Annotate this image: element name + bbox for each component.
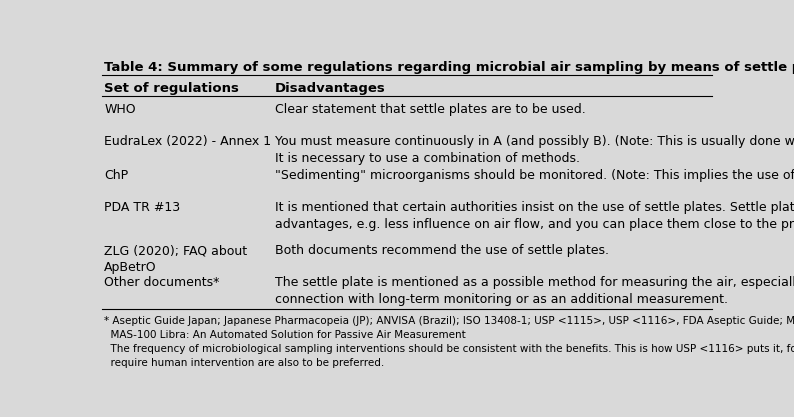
Text: Table 4: Summary of some regulations regarding microbial air sampling by means o: Table 4: Summary of some regulations reg… xyxy=(104,61,794,74)
Text: WHO: WHO xyxy=(104,103,136,116)
Text: "Sedimenting" microorganisms should be monitored. (Note: This implies the use of: "Sedimenting" microorganisms should be m… xyxy=(275,169,794,182)
Text: ZLG (2020); FAQ about
ApBetrO: ZLG (2020); FAQ about ApBetrO xyxy=(104,244,247,274)
Text: PDA TR #13: PDA TR #13 xyxy=(104,201,180,214)
Text: require human intervention are also to be preferred.: require human intervention are also to b… xyxy=(104,358,384,368)
Text: EudraLex (2022) - Annex 1: EudraLex (2022) - Annex 1 xyxy=(104,135,272,148)
Text: Clear statement that settle plates are to be used.: Clear statement that settle plates are t… xyxy=(275,103,585,116)
Text: Other documents*: Other documents* xyxy=(104,276,220,289)
Text: You must measure continuously in A (and possibly B). (Note: This is usually done: You must measure continuously in A (and … xyxy=(275,135,794,165)
Text: It is mentioned that certain authorities insist on the use of settle plates. Set: It is mentioned that certain authorities… xyxy=(275,201,794,231)
Text: * Aseptic Guide Japan; Japanese Pharmacopeia (JP); ANVISA (Brazil); ISO 13408-1;: * Aseptic Guide Japan; Japanese Pharmaco… xyxy=(104,316,794,326)
Text: The settle plate is mentioned as a possible method for measuring the air, especi: The settle plate is mentioned as a possi… xyxy=(275,276,794,306)
Text: Disadvantages: Disadvantages xyxy=(275,81,385,95)
Text: Set of regulations: Set of regulations xyxy=(104,81,239,95)
Text: Both documents recommend the use of settle plates.: Both documents recommend the use of sett… xyxy=(275,244,609,257)
Text: ChP: ChP xyxy=(104,169,129,182)
Text: The frequency of microbiological sampling interventions should be consistent wit: The frequency of microbiological samplin… xyxy=(104,344,794,354)
Text: MAS-100 Libra: An Automated Solution for Passive Air Measurement: MAS-100 Libra: An Automated Solution for… xyxy=(104,330,466,340)
